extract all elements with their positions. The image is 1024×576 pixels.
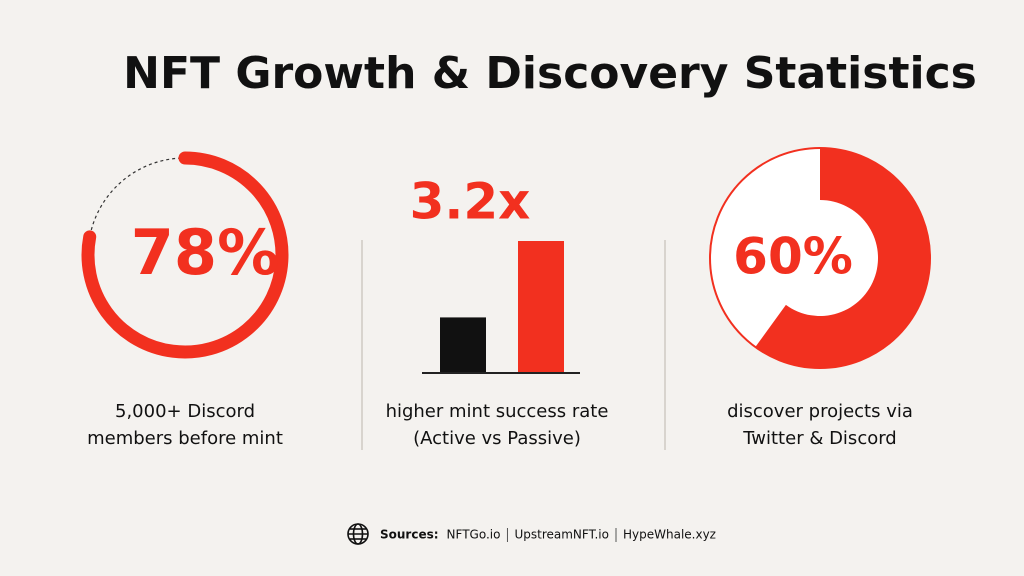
gauge-arc xyxy=(81,151,289,359)
bar xyxy=(440,317,486,372)
caption: members before mint xyxy=(87,428,283,449)
sources-label: Sources: xyxy=(380,528,439,542)
annotation: 3.2x xyxy=(410,173,531,231)
bar xyxy=(518,241,564,372)
caption: 5,000+ Discord xyxy=(115,401,255,422)
globe-icon xyxy=(347,523,369,545)
caption: (Active vs Passive) xyxy=(413,428,581,449)
title: NFT Growth & Discovery Statistics xyxy=(123,48,977,99)
caption: higher mint success rate xyxy=(386,401,609,422)
caption: discover projects via xyxy=(727,401,913,422)
caption: Twitter & Discord xyxy=(742,428,896,449)
source-item: UpstreamNFT.io xyxy=(514,528,609,542)
source-item: HypeWhale.xyz xyxy=(623,528,716,542)
pie-slice xyxy=(755,148,931,368)
gauge-label: 78% xyxy=(131,216,279,289)
pie-label: 60% xyxy=(733,228,853,286)
source-item: NFTGo.io xyxy=(447,528,501,542)
